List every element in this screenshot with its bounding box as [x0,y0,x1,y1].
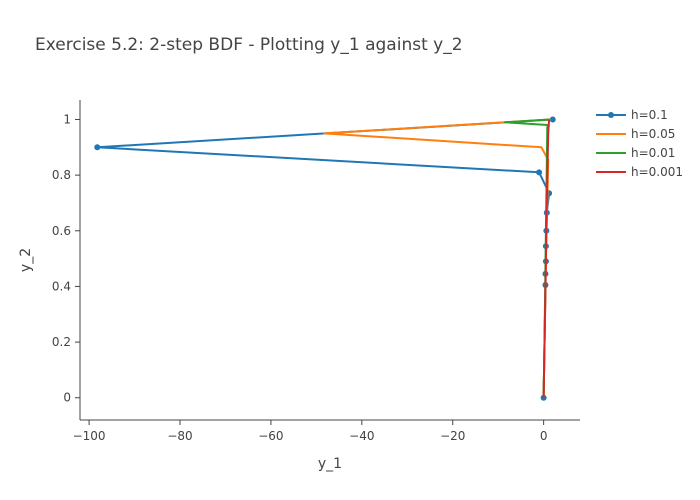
x-tick-label: −20 [440,429,465,443]
series-line-h=0.01 [504,118,550,398]
legend: h=0.1 h=0.05 h=0.01 h=0.001 [596,108,683,179]
series-line-h=0.001 [542,119,551,398]
y-tick-label: 0.4 [52,279,71,293]
legend-item-h=0.05[interactable]: h=0.05 [596,127,675,141]
x-tick-label: −80 [167,429,192,443]
y-tick-label: 0.8 [52,168,71,182]
series-point-h=0.1 [94,144,101,151]
plot-area [94,116,556,401]
legend-label: h=0.1 [631,108,668,122]
legend-label: h=0.001 [631,165,683,179]
x-tick-label: 0 [540,429,548,443]
y-tick-label: 0 [63,391,71,405]
legend-item-h=0.01[interactable]: h=0.01 [596,146,675,160]
y-tick-label: 1 [63,112,71,126]
chart-title: Exercise 5.2: 2-step BDF - Plotting y_1 … [35,35,463,55]
series-point-h=0.1 [536,169,543,176]
axes: −100 −80 −60 −40 −20 0 0 0.2 0.4 0.6 0.8 1 [52,100,580,443]
legend-label: h=0.01 [631,146,675,160]
x-tick-label: −40 [349,429,374,443]
y-axis-title: y_2 [18,248,34,272]
x-tick-label: −60 [258,429,283,443]
y-tick-label: 0.6 [52,224,71,238]
series-point-h=0.1 [549,116,556,123]
legend-label: h=0.05 [631,127,675,141]
x-tick-label: −100 [73,429,106,443]
legend-item-h=0.1[interactable]: h=0.1 [596,108,668,122]
y-tick-label: 0.2 [52,335,71,349]
series-point-h=0.1 [540,394,547,401]
legend-marker [608,112,614,118]
x-axis-title: y_1 [318,456,342,472]
series-line-h=0.1 [96,118,553,398]
legend-item-h=0.001[interactable]: h=0.001 [596,165,683,179]
